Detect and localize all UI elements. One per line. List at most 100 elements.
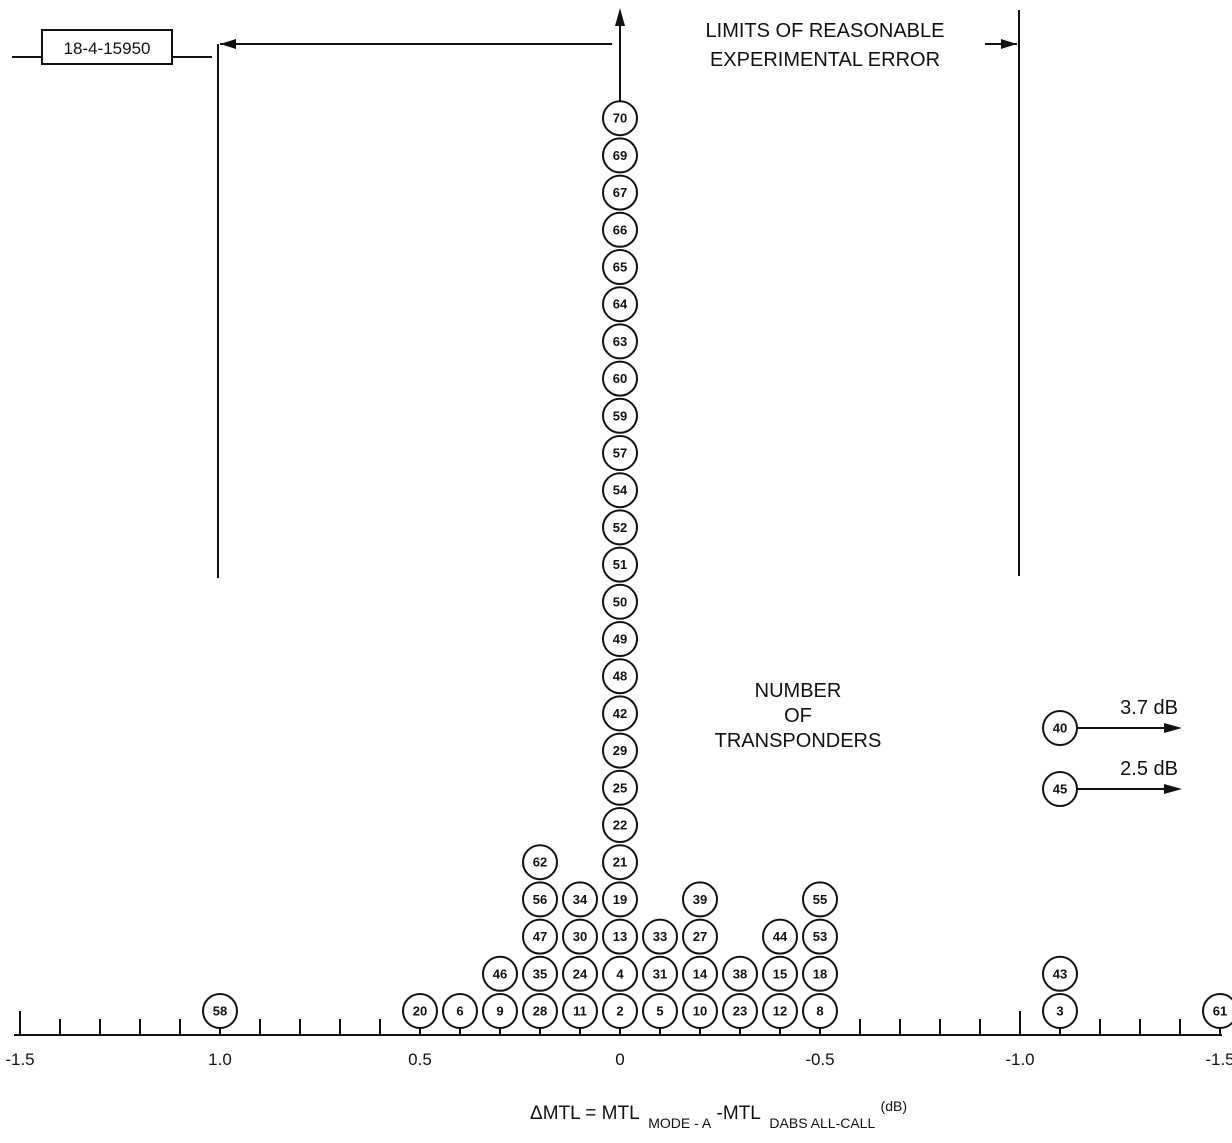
- transponder-id: 2: [616, 1004, 623, 1019]
- outlier-marker: 45 2.5 dB: [1042, 758, 1182, 807]
- transponder-marker: 52: [602, 509, 638, 546]
- transponder-marker: 56: [522, 881, 558, 918]
- transponder-marker: 66: [602, 211, 638, 248]
- limits-label-line2: EXPERIMENTAL ERROR: [710, 49, 940, 71]
- transponder-marker: 60: [602, 360, 638, 397]
- transponder-marker: 48: [602, 658, 638, 695]
- transponder-id: 34: [573, 892, 588, 907]
- transponder-id: 46: [493, 966, 507, 981]
- transponder-id: 48: [613, 669, 627, 684]
- transponder-marker: 6: [442, 993, 478, 1029]
- transponder-id: 64: [613, 297, 628, 312]
- transponder-marker: 44: [762, 918, 798, 955]
- transponder-marker: 42: [602, 695, 638, 732]
- transponder-id: 66: [613, 222, 627, 237]
- limits-annotation: LIMITS OF REASONABLE EXPERIMENTAL ERROR: [217, 10, 1020, 578]
- limits-label-line1: LIMITS OF REASONABLE: [706, 20, 945, 42]
- stems: [219, 8, 1221, 1035]
- transponder-marker: 18: [802, 955, 838, 992]
- outlier-value: 3.7 dB: [1120, 697, 1178, 719]
- transponder-marker: 55: [802, 881, 838, 918]
- transponder-id: 49: [613, 632, 627, 647]
- transponder-marker: 5: [642, 993, 678, 1029]
- transponder-id: 42: [613, 706, 627, 721]
- transponder-marker: 62: [522, 844, 558, 881]
- transponder-id: 8: [816, 1004, 823, 1019]
- transponder-id: 55: [813, 892, 827, 907]
- transponder-marker: 23: [722, 993, 758, 1029]
- transponder-id: 5: [656, 1004, 663, 1019]
- figure-id: 18-4-15950: [64, 39, 151, 58]
- x-axis-title-sub2: DABS ALL-CALL: [769, 1115, 875, 1131]
- transponder-markers: 58 20 6 94628354756621124303424131921222529…: [202, 100, 1232, 1029]
- transponder-id: 4: [616, 966, 624, 981]
- transponder-id: 6: [456, 1004, 463, 1019]
- transponder-id: 61: [1213, 1004, 1227, 1019]
- transponder-id: 10: [693, 1004, 707, 1019]
- transponder-marker: 63: [602, 323, 638, 360]
- transponder-marker: 20: [402, 993, 438, 1029]
- x-axis-title-unit: (dB): [881, 1098, 907, 1114]
- count-label-line1: NUMBER: [755, 680, 842, 702]
- transponder-id: 14: [693, 966, 708, 981]
- transponder-marker: 25: [602, 769, 638, 806]
- transponder-marker: 51: [602, 546, 638, 583]
- transponder-marker: 58: [202, 993, 238, 1029]
- count-label-line2: OF: [784, 705, 812, 727]
- figure-id-box: 18-4-15950: [12, 29, 212, 65]
- transponder-id: 31: [653, 966, 667, 981]
- transponder-marker: 50: [602, 583, 638, 620]
- count-label: NUMBER OF TRANSPONDERS: [715, 680, 882, 752]
- transponder-marker: 38: [722, 955, 758, 992]
- transponder-id: 70: [613, 111, 627, 126]
- transponder-id: 52: [613, 520, 627, 535]
- transponder-id: 33: [653, 929, 667, 944]
- transponder-marker: 61: [1202, 993, 1232, 1029]
- transponder-id: 25: [613, 780, 627, 795]
- transponder-marker: 4: [602, 955, 638, 992]
- transponder-id: 44: [773, 929, 788, 944]
- transponder-marker: 13: [602, 918, 638, 955]
- x-axis-tick-label: -1.5: [5, 1050, 34, 1069]
- transponder-marker: 65: [602, 249, 638, 285]
- x-axis-title: ΔMTL = MTL MODE - A -MTL DABS ALL-CALL (…: [530, 1098, 907, 1133]
- transponder-marker: 57: [602, 435, 638, 471]
- transponder-marker: 14: [682, 955, 718, 992]
- transponder-id: 35: [533, 966, 547, 981]
- transponder-id: 58: [213, 1004, 227, 1019]
- transponder-id: 54: [613, 483, 628, 498]
- transponder-id: 3: [1056, 1004, 1063, 1019]
- transponder-id: 30: [573, 929, 587, 944]
- transponder-id: 20: [413, 1004, 427, 1019]
- transponder-marker: 3: [1042, 993, 1078, 1029]
- x-axis-tick-label: -1.5: [1205, 1050, 1232, 1069]
- x-axis-tick-label: -0.5: [805, 1050, 834, 1069]
- outliers: 40 3.7 dB 45 2.5 dB: [1042, 697, 1182, 807]
- transponder-marker: 15: [762, 955, 798, 992]
- transponder-marker: 46: [482, 955, 518, 992]
- transponder-marker: 10: [682, 993, 718, 1029]
- transponder-marker: 21: [602, 844, 638, 881]
- transponder-marker: 59: [602, 397, 638, 434]
- transponder-id: 38: [733, 966, 747, 981]
- x-axis-tick-label: 1.0: [208, 1050, 232, 1069]
- transponder-id: 47: [533, 929, 547, 944]
- transponder-id: 29: [613, 743, 627, 758]
- transponder-id: 19: [613, 892, 627, 907]
- transponder-id: 67: [613, 185, 627, 200]
- transponder-marker: 31: [642, 955, 678, 992]
- transponder-marker: 30: [562, 918, 598, 955]
- transponder-marker: 39: [682, 881, 718, 918]
- x-axis-title-mid: -MTL: [717, 1103, 761, 1124]
- transponder-marker: 70: [602, 100, 638, 137]
- transponder-marker: 35: [522, 955, 558, 992]
- x-axis-tick-label: 0.5: [408, 1050, 432, 1069]
- transponder-id: 18: [813, 966, 827, 981]
- transponder-id: 21: [613, 855, 627, 870]
- transponder-marker: 34: [562, 881, 598, 918]
- outlier-marker: 40 3.7 dB: [1042, 697, 1182, 746]
- transponder-id: 51: [613, 557, 627, 572]
- transponder-marker: 22: [602, 807, 638, 843]
- transponder-id: 63: [613, 334, 627, 349]
